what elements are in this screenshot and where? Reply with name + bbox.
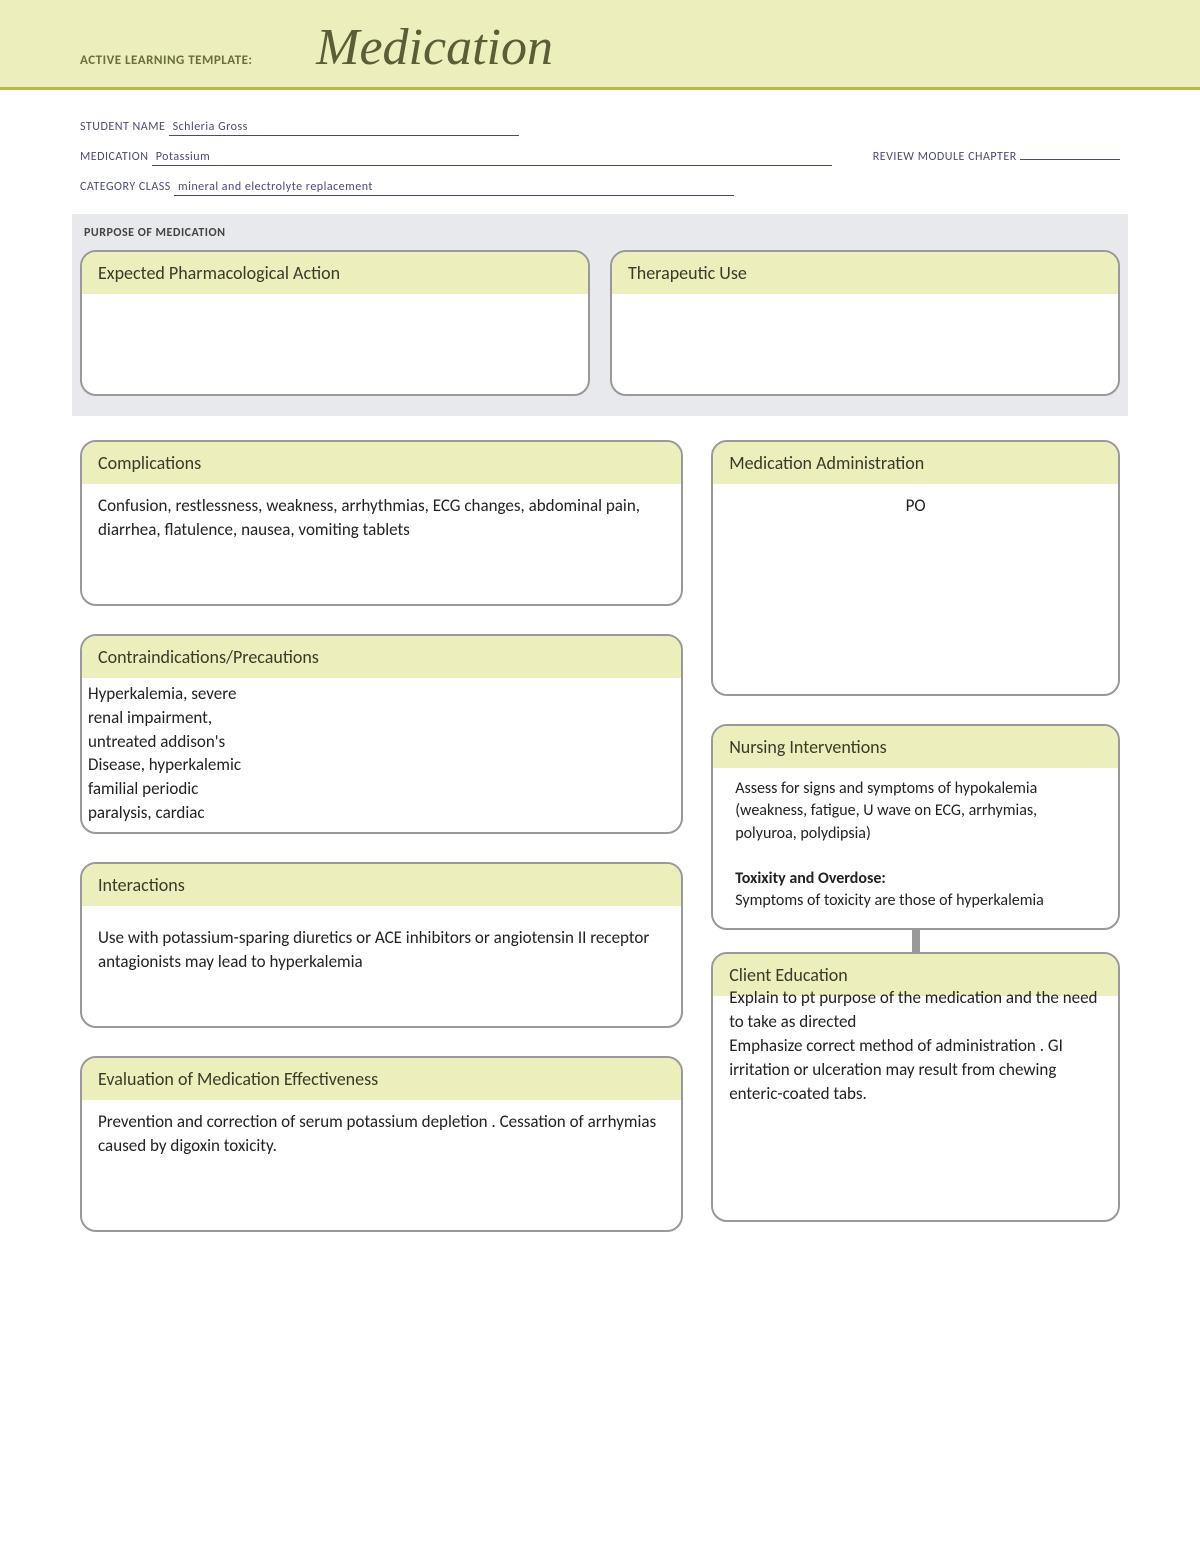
nursing-title: Nursing Interventions [713, 726, 1118, 768]
category-value: mineral and electrolyte replacement [174, 180, 734, 196]
complications-title: Complications [82, 442, 681, 484]
pharm-action-card: Expected Pharmacological Action [80, 250, 590, 396]
client-ed-card: Client Education Explain to pt purpose o… [711, 952, 1120, 1222]
admin-card: Medication Administration PO [711, 440, 1120, 696]
nursing-body: Assess for signs and symptoms of hypokal… [713, 768, 1118, 928]
interactions-body: Use with potassium-sparing diuretics or … [82, 906, 681, 1026]
purpose-label: PURPOSE OF MEDICATION [80, 226, 1120, 240]
interactions-card: Interactions Use with potassium-sparing … [80, 862, 683, 1028]
interactions-title: Interactions [82, 864, 681, 906]
header-title: Medication [316, 18, 553, 77]
nursing-line2: Symptoms of toxicity are those of hyperk… [735, 890, 1100, 912]
contra-title: Contraindications/Precautions [82, 636, 681, 678]
medication-value: Potassium [152, 150, 832, 166]
contra-body: Hyperkalemia, severe renal impairment, u… [82, 678, 681, 834]
student-value: Schleria Gross [169, 120, 519, 136]
right-column: Medication Administration PO Nursing Int… [711, 440, 1120, 1232]
admin-body: PO [713, 484, 1118, 694]
complications-card: Complications Confusion, restlessness, w… [80, 440, 683, 606]
category-row: CATEGORY CLASS mineral and electrolyte r… [80, 180, 1120, 196]
connector-line [912, 930, 920, 952]
purpose-section: PURPOSE OF MEDICATION Expected Pharmacol… [72, 214, 1128, 416]
pharm-action-title: Expected Pharmacological Action [82, 252, 588, 294]
pharm-action-body [82, 294, 588, 394]
evaluation-card: Evaluation of Medication Effectiveness P… [80, 1056, 683, 1232]
therapeutic-card: Therapeutic Use [610, 250, 1120, 396]
category-label: CATEGORY CLASS [80, 180, 171, 194]
header-label: ACTIVE LEARNING TEMPLATE: [80, 53, 253, 68]
header-band: ACTIVE LEARNING TEMPLATE: Medication [0, 0, 1200, 90]
contra-card: Contraindications/Precautions Hyperkalem… [80, 634, 683, 834]
nursing-card: Nursing Interventions Assess for signs a… [711, 724, 1120, 930]
medication-row: MEDICATION Potassium REVIEW MODULE CHAPT… [80, 150, 1120, 166]
left-column: Complications Confusion, restlessness, w… [80, 440, 683, 1232]
student-label: STUDENT NAME [80, 120, 165, 134]
nursing-bold: Toxixity and Overdose: [735, 868, 1100, 890]
review-value [1020, 158, 1120, 160]
student-row: STUDENT NAME Schleria Gross [80, 120, 1120, 136]
admin-title: Medication Administration [713, 442, 1118, 484]
review-label: REVIEW MODULE CHAPTER [873, 150, 1017, 164]
content-area: STUDENT NAME Schleria Gross MEDICATION P… [0, 90, 1200, 1272]
evaluation-title: Evaluation of Medication Effectiveness [82, 1058, 681, 1100]
medication-label: MEDICATION [80, 150, 149, 164]
main-grid: Complications Confusion, restlessness, w… [80, 440, 1120, 1232]
client-ed-body: Explain to pt purpose of the medication … [713, 976, 1118, 1121]
nursing-line1: Assess for signs and symptoms of hypokal… [735, 778, 1100, 845]
complications-body: Confusion, restlessness, weakness, arrhy… [82, 484, 681, 604]
therapeutic-title: Therapeutic Use [612, 252, 1118, 294]
therapeutic-body [612, 294, 1118, 394]
evaluation-body: Prevention and correction of serum potas… [82, 1100, 681, 1230]
